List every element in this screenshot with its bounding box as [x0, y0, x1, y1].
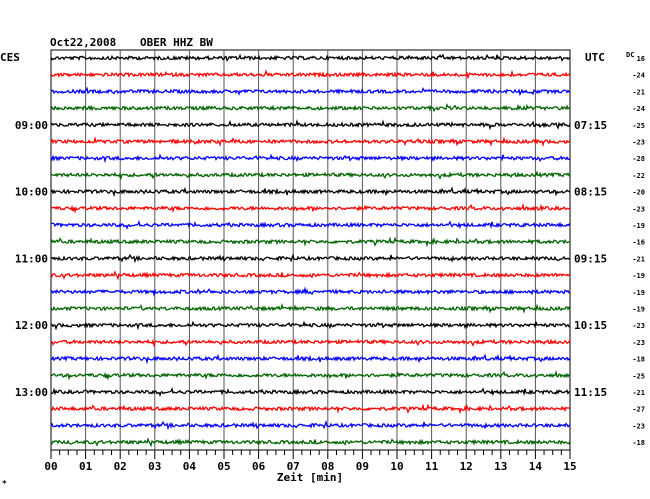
- dc-offset-label: -23: [632, 422, 645, 430]
- labels: 09:00 10:00 11:00 12:00 13:00 07:15 08:15 09:15…: [15, 55, 645, 447]
- x-tick-label: 14: [529, 460, 543, 473]
- local-time-label: 12:00: [15, 319, 48, 332]
- seismic-trace: [50, 86, 571, 97]
- x-tick-label: 12: [460, 460, 473, 473]
- dc-offset-label: -23: [632, 322, 645, 330]
- dc-offset-label: -21: [632, 88, 645, 96]
- seismic-trace: [50, 369, 571, 381]
- seismic-trace: [50, 153, 571, 164]
- dc-offset-label: -28: [632, 155, 645, 163]
- seismic-trace: [50, 253, 571, 264]
- dc-offset-label: -25: [632, 122, 645, 130]
- seismic-trace: [50, 387, 571, 397]
- dc-offset-label: -21: [632, 255, 645, 263]
- date-label: Oct22,2008: [50, 36, 116, 49]
- dc-offset-label: -27: [632, 406, 645, 414]
- x-tick-label: 00: [44, 460, 57, 473]
- dc-offset-label: -23: [632, 339, 645, 347]
- seismic-trace: [50, 302, 571, 314]
- grid: [50, 49, 571, 451]
- dc-offset-label: -22: [632, 172, 645, 180]
- seismic-trace: [50, 220, 571, 230]
- x-tick-label: 06: [252, 460, 266, 473]
- dc-offset-label: -19: [632, 222, 645, 230]
- station-label: OBER HHZ BW: [140, 36, 213, 49]
- dc-offset-label: -24: [632, 105, 645, 113]
- seismic-trace: [50, 338, 571, 348]
- x-tick-label: 09: [356, 460, 369, 473]
- seismic-trace: [50, 286, 571, 297]
- seismic-trace: [50, 403, 571, 415]
- dc-offset-label: -19: [632, 306, 645, 314]
- dc-offset-label: -24: [632, 72, 645, 80]
- x-tick-label: 13: [494, 460, 507, 473]
- seismic-trace: [50, 236, 571, 248]
- seismic-trace: [50, 420, 571, 431]
- dc-offset-label: -23: [632, 139, 645, 147]
- utc-time-label: 09:15: [574, 252, 607, 265]
- x-tick-label: 11: [425, 460, 439, 473]
- dc-offset-label: -16: [632, 239, 645, 247]
- seismic-trace: [50, 320, 571, 331]
- footnote-mark: *: [2, 479, 7, 488]
- traces: [50, 53, 571, 448]
- seismic-trace: [50, 69, 571, 80]
- seismic-trace: [50, 135, 571, 147]
- x-tick-label: 05: [217, 460, 230, 473]
- dc-offset-label: -21: [632, 389, 645, 397]
- x-tick-label: 04: [183, 460, 197, 473]
- x-axis-label: Zeit [min]: [277, 471, 343, 484]
- local-time-label: 11:00: [15, 252, 48, 265]
- x-tick-label: 07: [287, 460, 300, 473]
- seismic-trace: [50, 170, 571, 181]
- seismic-trace: [50, 53, 571, 62]
- seismic-trace: [50, 103, 571, 113]
- seismic-trace: [50, 186, 571, 198]
- seismic-trace: [50, 270, 571, 281]
- x-tick-label: 03: [148, 460, 161, 473]
- dc-offset-label: -23: [632, 205, 645, 213]
- dc-offset-label: -19: [632, 289, 645, 297]
- x-tick-label: 01: [79, 460, 93, 473]
- x-tick-label: 02: [114, 460, 127, 473]
- x-tick-label: 10: [390, 460, 403, 473]
- seismic-trace: [50, 202, 571, 214]
- utc-time-label: 08:15: [574, 186, 607, 199]
- x-tick-label: 15: [563, 460, 576, 473]
- dc-offset-label: 16: [637, 55, 645, 63]
- local-time-zone-label: CES: [0, 51, 20, 64]
- seismic-trace: [50, 118, 571, 131]
- x-ticks: 00 01 02 03 04 05 06 07 08 09 10 11 12 13 14 15: [44, 450, 577, 473]
- local-time-label: 10:00: [15, 186, 48, 199]
- dc-offset-label: -18: [632, 356, 645, 364]
- dc-offset-label: -18: [632, 439, 645, 447]
- dc-offset-label: -19: [632, 272, 645, 280]
- dc-offset-label: -25: [632, 372, 645, 380]
- utc-time-label: 10:15: [574, 319, 607, 332]
- utc-zone-label: UTC: [585, 51, 605, 64]
- dc-header-label: DC: [626, 51, 634, 59]
- local-time-label: 13:00: [15, 386, 48, 399]
- local-time-label: 09:00: [15, 119, 48, 132]
- dc-offset-label: -20: [632, 189, 645, 197]
- utc-time-label: 11:15: [574, 386, 607, 399]
- utc-time-label: 07:15: [574, 119, 607, 132]
- seismic-trace: [50, 353, 571, 365]
- seismic-trace: [50, 437, 571, 448]
- x-tick-label: 08: [321, 460, 334, 473]
